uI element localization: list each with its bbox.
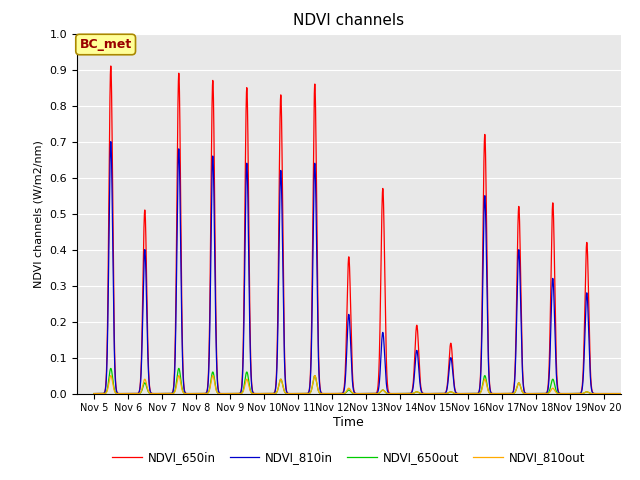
NDVI_650in: [257, 391, 265, 396]
Y-axis label: NDVI channels (W/m2/nm): NDVI channels (W/m2/nm): [34, 140, 44, 288]
NDVI_650in: [90, 391, 98, 396]
Line: NDVI_650out: NDVI_650out: [94, 369, 638, 394]
NDVI_810in: [107, 139, 115, 144]
NDVI_650out: [107, 366, 115, 372]
Line: NDVI_810in: NDVI_810in: [94, 142, 638, 394]
NDVI_650out: [499, 391, 506, 396]
Line: NDVI_810out: NDVI_810out: [94, 376, 638, 394]
NDVI_810in: [499, 391, 506, 396]
X-axis label: Time: Time: [333, 416, 364, 429]
NDVI_810out: [109, 381, 116, 387]
NDVI_810out: [499, 391, 506, 396]
NDVI_650out: [564, 391, 572, 396]
NDVI_810in: [334, 391, 342, 396]
NDVI_650out: [634, 391, 640, 396]
NDVI_810in: [257, 391, 265, 396]
NDVI_810out: [334, 391, 342, 396]
NDVI_650in: [334, 391, 342, 396]
NDVI_810in: [564, 391, 572, 396]
NDVI_650in: [564, 391, 572, 396]
NDVI_650out: [109, 378, 116, 384]
NDVI_810out: [90, 391, 98, 396]
NDVI_810in: [109, 259, 116, 264]
NDVI_810in: [231, 391, 239, 396]
Title: NDVI channels: NDVI channels: [293, 13, 404, 28]
NDVI_810out: [231, 391, 239, 396]
NDVI_650out: [231, 391, 239, 396]
NDVI_810out: [107, 373, 115, 379]
NDVI_650in: [634, 391, 640, 396]
Line: NDVI_650in: NDVI_650in: [94, 66, 638, 394]
NDVI_650in: [231, 391, 239, 396]
Text: BC_met: BC_met: [79, 38, 132, 51]
NDVI_810in: [634, 391, 640, 396]
NDVI_650in: [109, 219, 116, 225]
Legend: NDVI_650in, NDVI_810in, NDVI_650out, NDVI_810out: NDVI_650in, NDVI_810in, NDVI_650out, NDV…: [108, 446, 590, 469]
NDVI_810out: [564, 391, 572, 396]
NDVI_810out: [257, 391, 265, 396]
NDVI_810in: [90, 391, 98, 396]
NDVI_650in: [107, 63, 115, 69]
NDVI_810out: [634, 391, 640, 396]
NDVI_650out: [90, 391, 98, 396]
NDVI_650out: [257, 391, 265, 396]
NDVI_650out: [334, 391, 342, 396]
NDVI_650in: [499, 391, 506, 396]
